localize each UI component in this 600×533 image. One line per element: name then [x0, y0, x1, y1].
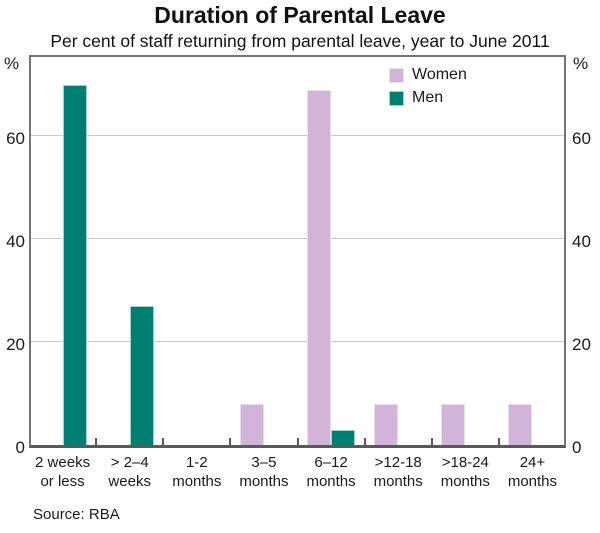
legend-label-men: Men	[412, 89, 444, 106]
y-tick-label-left-0: 0	[15, 438, 25, 457]
legend: Women Men	[389, 66, 467, 112]
x-category-label-2: > 2–4 weeks	[108, 454, 151, 490]
gridline-60	[31, 135, 564, 136]
x-axis-tick	[296, 438, 299, 445]
y-tick-label-right-20: 20	[572, 335, 591, 354]
bar-women-7	[441, 403, 466, 445]
y-axis-unit-left: %	[4, 54, 20, 73]
x-category-label-1: 2 weeks or less	[35, 454, 91, 490]
bar-men-2	[129, 305, 154, 445]
plot-area	[29, 55, 566, 448]
y-tick-label-right-0: 0	[572, 438, 582, 457]
chart-subtitle: Per cent of staff returning from parenta…	[50, 31, 550, 51]
legend-row-women: Women	[389, 66, 467, 84]
x-category-label-4: 3–5 months	[239, 454, 289, 490]
chart-title: Duration of Parental Leave	[154, 2, 446, 28]
source-note: Source: RBA	[33, 506, 120, 523]
x-axis-tick	[363, 438, 366, 445]
plot-inner	[31, 57, 564, 445]
x-axis-tick	[162, 438, 165, 445]
gridline-40	[31, 238, 564, 239]
x-axis-tick	[430, 438, 433, 445]
y-tick-label-right-60: 60	[572, 129, 591, 148]
bar-men-5	[331, 429, 356, 445]
x-axis-tick	[229, 438, 232, 445]
y-tick-label-left-40: 40	[6, 232, 25, 251]
x-category-label-6: >12-18 months	[373, 454, 423, 490]
x-category-label-7: >18-24 months	[440, 454, 490, 490]
legend-swatch-women	[389, 67, 404, 83]
bar-women-4	[239, 403, 264, 445]
bar-men-1	[62, 84, 87, 445]
x-axis-tick	[497, 438, 500, 445]
y-axis-unit-right: %	[573, 54, 589, 73]
bar-women-5	[307, 89, 332, 445]
y-tick-label-left-60: 60	[6, 129, 25, 148]
y-tick-label-left-20: 20	[6, 335, 25, 354]
gridline-20	[31, 341, 564, 342]
x-category-label-3: 1-2 months	[172, 454, 222, 490]
x-category-label-8: 24+ months	[507, 454, 558, 490]
x-axis-tick	[95, 438, 98, 445]
legend-row-men: Men	[389, 89, 467, 107]
y-tick-label-right-40: 40	[572, 232, 591, 251]
legend-swatch-men	[389, 90, 404, 106]
legend-label-women: Women	[412, 66, 467, 83]
bar-women-8	[508, 403, 533, 445]
x-category-label-5: 6–12 months	[306, 454, 356, 490]
bar-women-6	[374, 403, 399, 445]
